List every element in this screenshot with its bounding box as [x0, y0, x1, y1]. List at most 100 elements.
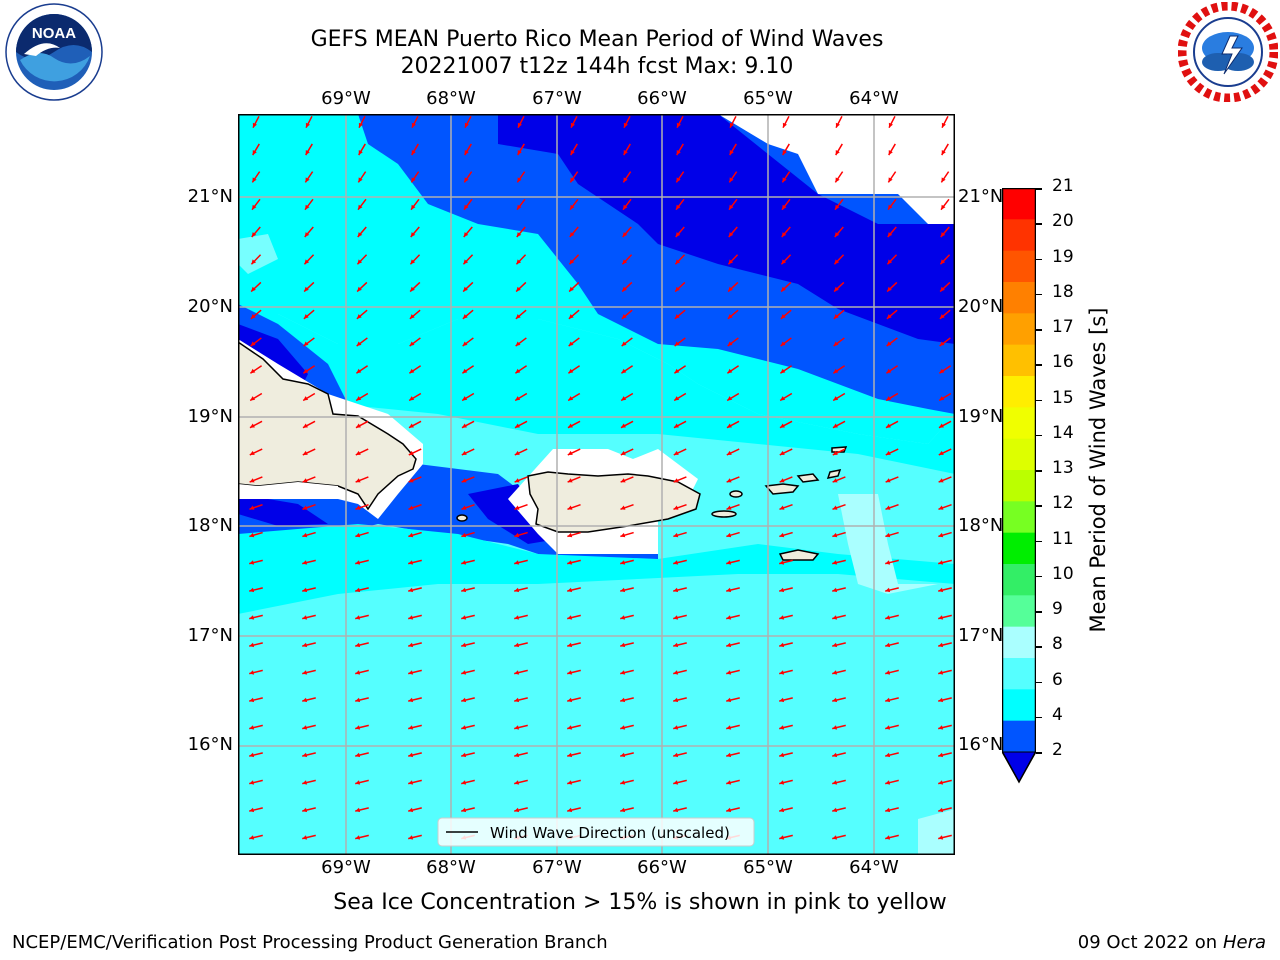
wave-direction-arrowhead	[726, 615, 732, 620]
wave-direction-arrowhead	[835, 122, 840, 128]
wave-direction-arrowhead	[355, 560, 361, 565]
lat-label-left: 17°N	[187, 625, 233, 646]
wave-direction-arrowhead	[517, 150, 522, 156]
wave-direction-arrowhead	[832, 615, 838, 620]
wave-direction-arrowhead	[620, 807, 626, 813]
lat-label-left: 21°N	[187, 186, 233, 207]
colorbar-tick-label: 4	[1052, 704, 1063, 725]
colorbar-swatch	[1002, 470, 1036, 502]
lon-label-top: 68°W	[426, 88, 476, 109]
wave-direction-arrowhead	[567, 697, 573, 703]
wave-direction-arrowhead	[567, 807, 573, 813]
wave-direction-arrowhead	[408, 478, 414, 483]
lon-label-bottom: 68°W	[426, 857, 476, 878]
wave-direction-arrowhead	[676, 122, 681, 128]
wave-direction-arrowhead	[620, 478, 626, 483]
colorbar-tick-mark	[1036, 716, 1042, 719]
wave-direction-arrowhead	[887, 286, 892, 292]
wave-direction-arrowhead	[461, 560, 467, 565]
wave-direction-arrowhead	[358, 177, 363, 183]
wave-direction-arrowhead	[673, 752, 679, 758]
wave-direction-arrowhead	[623, 177, 628, 183]
wave-direction-arrowhead	[833, 314, 839, 319]
wave-direction-arrowhead	[888, 122, 893, 128]
wave-direction-arrowhead	[673, 615, 679, 620]
wave-direction-arrowhead	[938, 725, 944, 730]
colorbar-tick-mark	[1036, 611, 1042, 613]
wave-direction-arrowhead	[304, 232, 310, 237]
colorbar-swatch	[1002, 626, 1036, 659]
wave-direction-arrowhead	[938, 615, 944, 620]
wave-direction-arrowhead	[782, 122, 787, 128]
wave-direction-arrowhead	[622, 232, 628, 237]
wave-direction-arrowhead	[355, 642, 361, 648]
colorbar-tick-label: 18	[1052, 281, 1074, 302]
lat-label-right: 16°N	[958, 734, 1004, 755]
colorbar-swatches	[1001, 187, 1037, 784]
wave-direction-arrowhead	[408, 423, 414, 428]
wave-direction-arrowhead	[409, 314, 415, 319]
wave-direction-arrowhead	[408, 532, 414, 538]
wave-direction-arrowhead	[676, 204, 681, 210]
wave-direction-arrowhead	[782, 150, 787, 156]
wave-direction-arrowhead	[305, 122, 310, 128]
wave-direction-arrowhead	[673, 780, 679, 785]
wave-direction-arrowhead	[302, 587, 308, 593]
wave-direction-arrowhead	[885, 587, 891, 593]
wave-direction-arrowhead	[515, 314, 521, 319]
wave-direction-arrowhead	[726, 505, 732, 510]
colorbar-tick-label: 2	[1052, 740, 1063, 760]
wave-direction-arrowhead	[620, 587, 626, 593]
wave-direction-arrowhead	[676, 150, 681, 156]
wave-direction-arrowhead	[726, 670, 732, 675]
wave-direction-arrowhead	[885, 478, 891, 483]
lat-label-left: 18°N	[187, 515, 233, 536]
wave-direction-arrowhead	[779, 725, 785, 730]
wave-direction-arrowhead	[779, 423, 785, 428]
wave-direction-arrowhead	[568, 341, 574, 347]
wave-direction-arrowhead	[462, 368, 468, 374]
wave-direction-arrowhead	[461, 478, 467, 483]
noaa-logo: NOAA	[4, 2, 104, 102]
lon-label-top: 64°W	[849, 88, 899, 109]
colorbar-tick-label: 10	[1052, 563, 1074, 584]
colorbar-extend-triangle	[1001, 751, 1037, 784]
wave-direction-arrowhead	[514, 423, 520, 428]
wave-direction-arrowhead	[514, 780, 520, 785]
nodata-ne	[718, 114, 955, 224]
wave-direction-arrowhead	[727, 368, 733, 374]
wave-direction-arrowhead	[673, 450, 679, 455]
wave-direction-arrowhead	[570, 122, 575, 128]
wave-direction-arrowhead	[938, 450, 944, 455]
contour-4-6-mid	[238, 314, 955, 474]
wave-direction-arrowhead	[620, 752, 626, 758]
colorbar-tick-mark	[1036, 681, 1042, 683]
wave-direction-arrowhead	[726, 587, 732, 593]
wave-direction-arrowhead	[570, 150, 575, 156]
wave-direction-arrowhead	[567, 615, 573, 620]
wave-direction-arrowhead	[832, 697, 838, 703]
wave-direction-arrowhead	[463, 232, 469, 237]
wind-wave-direction-arrows	[249, 115, 952, 840]
wave-direction-arrowhead	[726, 642, 732, 648]
wave-direction-arrowhead	[464, 122, 469, 128]
wave-direction-arrowhead	[464, 204, 469, 210]
wave-direction-arrowhead	[673, 587, 679, 593]
wave-direction-arrowhead	[834, 259, 840, 265]
colorbar-swatch	[1002, 219, 1036, 252]
wave-direction-arrowhead	[938, 670, 944, 675]
colorbar-swatch	[1002, 720, 1036, 753]
wave-direction-arrowhead	[728, 259, 734, 265]
lon-label-top: 69°W	[321, 88, 371, 109]
wave-direction-arrowhead	[305, 204, 310, 210]
wave-direction-arrowhead	[567, 532, 573, 538]
wave-direction-arrowhead	[516, 232, 522, 237]
wave-direction-arrowhead	[461, 615, 467, 620]
wave-direction-arrowhead	[885, 505, 891, 510]
lon-label-top: 65°W	[743, 88, 793, 109]
wave-direction-arrowhead	[461, 587, 467, 593]
wave-direction-arrowhead	[941, 122, 946, 128]
land-culebra	[729, 490, 743, 498]
lat-label-right: 20°N	[958, 296, 1004, 317]
wave-direction-arrowhead	[621, 314, 627, 319]
